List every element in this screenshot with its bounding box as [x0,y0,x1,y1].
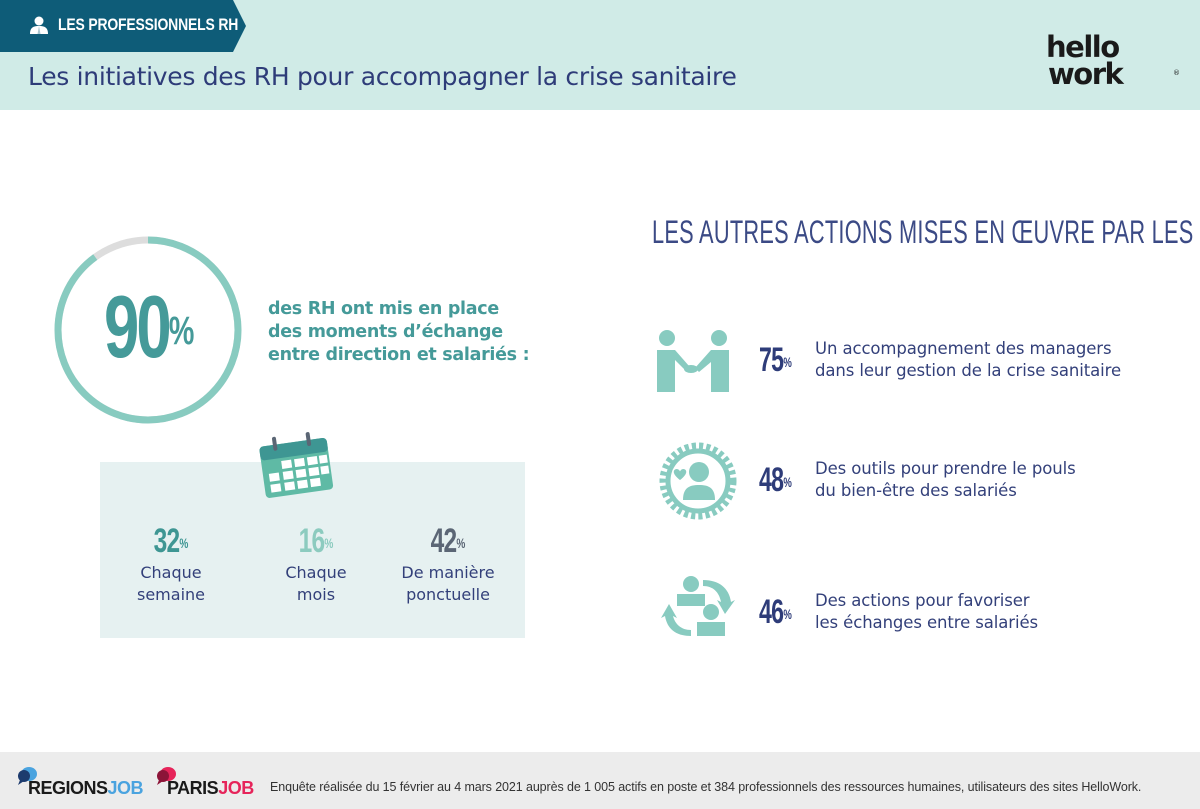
action-percentage: 75% [759,341,792,379]
progress-ring [54,236,242,424]
exchange-people-icon [661,576,735,636]
action-percentage: 46% [759,593,792,631]
action-description: Un accompagnement des managers dans leur… [815,338,1121,382]
wellbeing-gear-icon [659,442,737,520]
main-stat-description: des RH ont mis en place des moments d’éc… [268,298,558,367]
frequency-percentage: 42% [430,522,466,560]
frequency-label: De manière ponctuelle [383,562,513,606]
page-title: Les initiatives des RH pour accompagner … [28,62,737,91]
frequency-percentage: 16% [298,522,334,560]
action-description-line-2: dans leur gestion de la crise sanitaire [815,361,1122,380]
main-percentage: 90% [104,283,194,371]
main-percentage-unit: % [168,309,195,353]
regionsjob-wordmark: REGIONSJOB [28,778,144,799]
parisjob-logo: PARISJOB [155,766,260,799]
frequency-label-line-1: De manière [401,563,495,582]
action-value: 48 [759,461,784,499]
logo-line-1: hello [1046,30,1120,64]
action-description: Des outils pour prendre le pouls du bien… [815,458,1076,502]
frequency-label: Chaque semaine [106,562,236,606]
survey-note: Enquête réalisée du 15 février au 4 mars… [270,780,1142,794]
description-line-1: des RH ont mis en place [268,299,499,319]
frequency-label-line-1: Chaque [285,563,347,582]
registered-mark: ® [1173,69,1180,77]
action-description-line-1: Un accompagnement des managers [815,339,1112,358]
frequency-label-line-1: Chaque [140,563,202,582]
action-value: 75 [759,341,784,379]
speech-bubble-icon [18,767,37,785]
action-percentage: 48% [759,461,792,499]
action-unit: % [783,354,792,370]
regionsjob-part-1: REGIONS [28,778,108,798]
frequency-item-weekly: 32% Chaque semaine [106,522,236,606]
regionsjob-logo: REGIONSJOB [16,766,151,799]
user-icon [30,16,48,34]
hellowork-logo: hello work ® [1046,30,1180,94]
parisjob-wordmark: PARISJOB [167,778,254,799]
frequency-value: 16 [298,522,326,560]
footer: REGIONSJOB PARISJOB Enquête réalisée du … [0,752,1200,809]
action-description-line-2: du bien-être des salariés [815,481,1017,500]
logo-line-2: work [1048,57,1124,91]
frequency-unit: % [456,535,466,551]
description-line-3: entre direction et salariés : [268,345,530,365]
action-description: Des actions pour favoriser les échanges … [815,590,1038,634]
other-actions-title: LES AUTRES ACTIONS MISES EN ŒUVRE PAR LE… [652,214,1200,250]
category-ribbon: LES PROFESSIONNELS RH [0,0,246,52]
frequency-label-line-2: mois [296,585,336,604]
action-unit: % [783,606,792,622]
main-percentage-value: 90 [104,277,172,376]
frequency-value: 32 [153,522,181,560]
action-value: 46 [759,593,784,631]
action-item-exchanges: 46% Des actions pour favoriser les échan… [655,572,1175,652]
action-description-line-1: Des actions pour favoriser [815,591,1030,610]
speech-bubble-icon [157,767,176,785]
parisjob-part-1: PARIS [167,778,219,798]
action-unit: % [783,474,792,490]
action-item-wellbeing: 48% Des outils pour prendre le pouls du … [655,440,1175,520]
parisjob-part-2: JOB [218,778,254,798]
frequency-item-monthly: 16% Chaque mois [251,522,381,606]
regionsjob-part-2: JOB [107,778,144,798]
handshake-icon [657,330,729,392]
frequency-label: Chaque mois [251,562,381,606]
frequency-item-occasional: 42% De manière ponctuelle [383,522,513,606]
description-line-2: des moments d’échange [268,322,503,342]
frequency-value: 42 [430,522,458,560]
frequency-unit: % [179,535,189,551]
frequency-percentage: 32% [153,522,189,560]
calendar-icon [259,432,334,498]
category-label: LES PROFESSIONNELS RH [58,15,239,34]
action-item-managers: 75% Un accompagnement des managers dans … [655,322,1175,402]
frequency-label-line-2: semaine [137,585,205,604]
action-description-line-1: Des outils pour prendre le pouls [815,459,1076,478]
header-banner: LES PROFESSIONNELS RH Les initiatives de… [0,0,1200,110]
frequency-label-line-2: ponctuelle [406,585,490,604]
action-description-line-2: les échanges entre salariés [815,613,1039,632]
frequency-unit: % [324,535,334,551]
